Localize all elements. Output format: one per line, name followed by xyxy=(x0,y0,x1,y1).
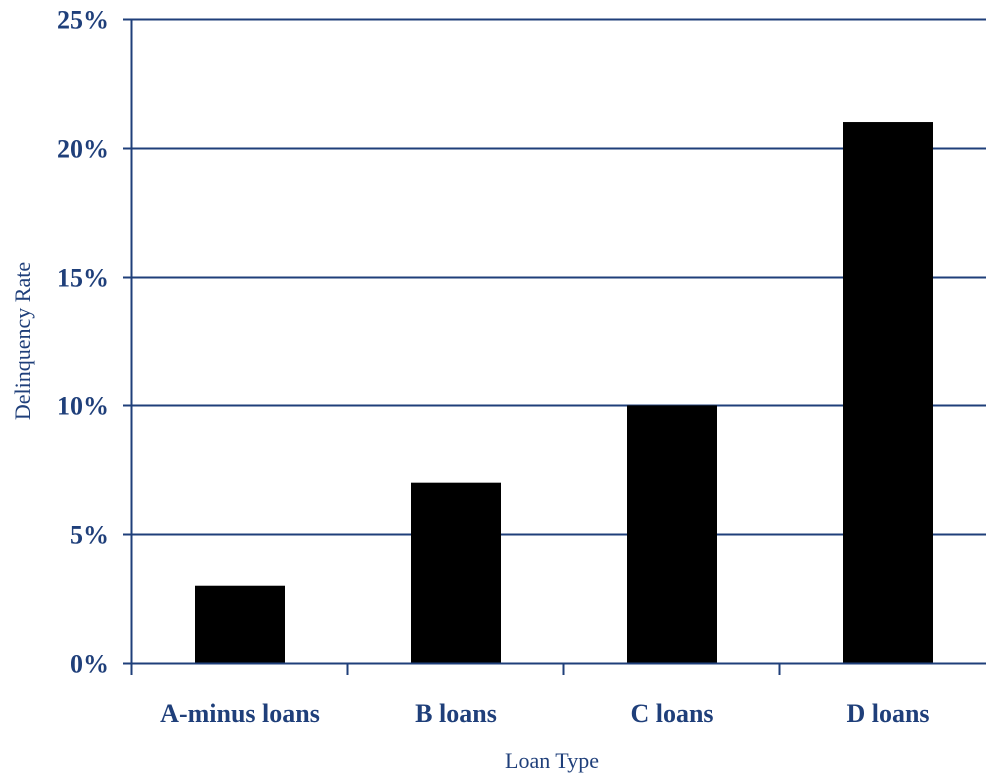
bars xyxy=(195,122,933,664)
x-tick-label: C loans xyxy=(630,699,713,728)
bar xyxy=(411,482,501,663)
bar xyxy=(627,405,717,663)
bar xyxy=(195,585,285,663)
y-tick-label: 0% xyxy=(70,650,109,679)
y-axis-title: Delinquency Rate xyxy=(10,262,35,420)
tick-labels: 0% 5% 10% 15% 20% 25% A-minus loans B loans C lo… xyxy=(57,6,930,729)
y-tick-label: 20% xyxy=(57,135,109,164)
y-tick-label: 10% xyxy=(57,392,109,421)
axes xyxy=(123,18,986,675)
x-axis-title: Loan Type xyxy=(505,748,599,773)
bar xyxy=(843,122,933,664)
y-tick-label: 15% xyxy=(57,264,109,293)
y-tick-label: 5% xyxy=(70,521,109,550)
x-tick-label: A-minus loans xyxy=(160,699,320,728)
x-tick-label: D loans xyxy=(846,699,929,728)
x-tick-label: B loans xyxy=(415,699,497,728)
y-tick-label: 25% xyxy=(57,6,109,35)
